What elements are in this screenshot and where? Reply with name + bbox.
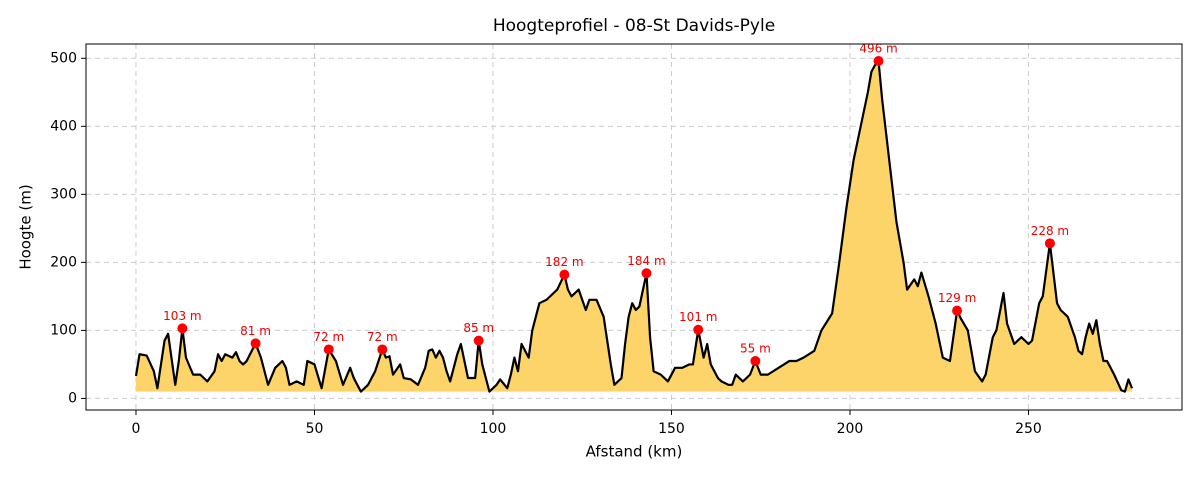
x-tick-label: 200 <box>837 421 864 437</box>
peak-label: 228 m <box>1031 224 1069 238</box>
plot-frame <box>85 43 1183 411</box>
y-tick-label: 500 <box>50 50 77 66</box>
peak-label: 496 m <box>859 42 897 56</box>
peak-marker <box>473 335 484 346</box>
y-tick-label: 100 <box>50 322 77 338</box>
peak-label: 72 m <box>367 330 398 344</box>
peak-marker <box>750 356 761 367</box>
peak-label: 184 m <box>627 254 665 268</box>
peak-marker <box>693 324 704 335</box>
peak-label: 101 m <box>679 310 717 324</box>
peak-label: 182 m <box>545 255 583 269</box>
peak-label: 85 m <box>463 321 494 335</box>
peak-label: 81 m <box>240 324 271 338</box>
peak-marker <box>177 323 188 334</box>
y-tick-label: 400 <box>50 118 77 134</box>
peak-label: 72 m <box>313 330 344 344</box>
x-tick-label: 0 <box>132 421 141 437</box>
peak-marker <box>952 305 963 316</box>
x-tick-label: 250 <box>1015 421 1042 437</box>
peak-marker <box>1044 238 1055 249</box>
y-axis-label: Hoogte (m) <box>17 184 35 269</box>
peak-marker <box>641 268 652 279</box>
peak-marker <box>250 338 261 349</box>
peak-marker <box>559 269 570 280</box>
peak-marker <box>873 56 884 67</box>
x-axis-label: Afstand (km) <box>586 443 683 461</box>
profile-line <box>134 59 1134 393</box>
peak-label: 103 m <box>163 309 201 323</box>
y-tick-label: 0 <box>68 390 77 406</box>
x-tick-label: 100 <box>480 421 507 437</box>
x-tick-label: 150 <box>658 421 685 437</box>
peak-label: 129 m <box>938 291 976 305</box>
x-tick-label: 50 <box>306 421 324 437</box>
area-fill <box>135 61 1133 392</box>
y-tick-label: 300 <box>50 186 77 202</box>
peak-marker <box>377 344 388 355</box>
peak-marker <box>323 344 334 355</box>
chart-title: Hoogteprofiel - 08-St Davids-Pyle <box>493 16 775 36</box>
peak-label: 55 m <box>740 342 771 356</box>
y-tick-label: 200 <box>50 254 77 270</box>
